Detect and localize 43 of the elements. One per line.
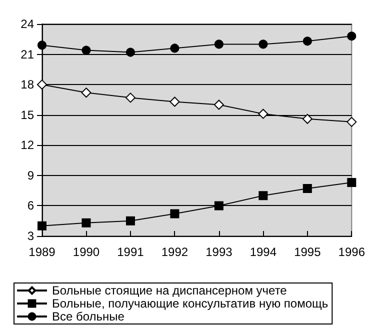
point (126, 48, 135, 57)
point (126, 216, 135, 226)
legend-label: Все больные (52, 310, 125, 324)
point (346, 116, 357, 127)
legend-label: Больные, получающие консультатив ную помощь (52, 296, 328, 310)
point (258, 40, 268, 49)
y-tick-label: 6 (27, 198, 34, 213)
point (302, 36, 312, 46)
point (302, 184, 312, 194)
point (347, 178, 356, 187)
y-tick-label: 24 (20, 17, 34, 31)
x-tick-label: 1996 (338, 245, 366, 259)
point (258, 108, 268, 119)
point (347, 32, 356, 41)
point (37, 80, 47, 90)
point (214, 201, 224, 210)
point (38, 40, 46, 50)
y-tick-label: 9 (27, 168, 34, 182)
y-tick-label: 3 (27, 229, 34, 243)
point (170, 44, 180, 53)
x-tick-label: 1990 (72, 245, 100, 259)
x-tick-label: 1991 (117, 245, 144, 259)
point (170, 96, 180, 107)
x-tick-label: 1995 (294, 245, 322, 259)
point (125, 92, 136, 103)
point (81, 88, 92, 98)
x-tick-label: 1993 (206, 245, 233, 259)
point (82, 218, 91, 228)
point (302, 114, 312, 124)
point (214, 40, 224, 49)
x-tick-label: 1989 (28, 245, 56, 259)
point (82, 46, 91, 55)
legend-label: Больные стоящие на диспансерном учете (52, 284, 288, 298)
x-tick-label: 1994 (250, 245, 277, 259)
point (258, 191, 268, 200)
y-tick-label: 12 (20, 138, 34, 152)
y-tick-label: 18 (20, 78, 34, 92)
y-tick-label: 21 (20, 47, 34, 62)
point (170, 209, 180, 218)
point (38, 221, 46, 230)
point (214, 100, 224, 110)
x-tick-label: 1992 (161, 245, 188, 259)
y-tick-label: 15 (20, 108, 34, 122)
